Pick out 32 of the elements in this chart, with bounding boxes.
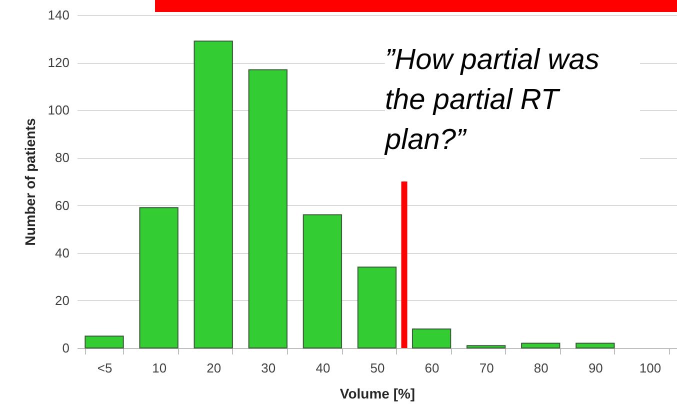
bar — [194, 40, 233, 348]
x-tick-label: <5 — [97, 360, 112, 376]
x-tick-label: 10 — [152, 360, 167, 376]
x-tick-label: 50 — [370, 360, 385, 376]
bar — [576, 342, 615, 348]
y-tick-label: 80 — [55, 150, 70, 166]
x-tick-label: 90 — [588, 360, 603, 376]
x-tick-label: 70 — [479, 360, 494, 376]
x-tick-label: 20 — [206, 360, 222, 376]
bar — [84, 336, 124, 348]
y-tick-label: 60 — [55, 198, 70, 213]
y-tick-label: 40 — [55, 245, 70, 260]
y-tick-label: 20 — [55, 292, 70, 308]
x-tick-label: 60 — [424, 360, 440, 376]
bar — [302, 214, 342, 348]
bar — [357, 266, 397, 348]
x-axis-title: Volume [%] — [340, 386, 416, 402]
bar — [521, 342, 560, 348]
bar — [466, 345, 506, 348]
y-axis-title: Number of patients — [22, 118, 38, 246]
x-tick-label: 100 — [639, 360, 662, 376]
y-tick-label: 120 — [48, 55, 70, 70]
bar — [248, 69, 288, 348]
y-tick-label: 100 — [48, 102, 70, 118]
bar — [139, 207, 178, 348]
x-tick-label: 30 — [261, 360, 276, 376]
x-tick-label: 40 — [316, 360, 330, 376]
y-tick-label: 0 — [62, 340, 70, 356]
annotation: ”How partial was the partial RT plan?” — [385, 40, 640, 160]
x-tick-label: 80 — [534, 360, 548, 376]
y-tick-label: 140 — [48, 8, 70, 22]
bar — [412, 328, 452, 348]
